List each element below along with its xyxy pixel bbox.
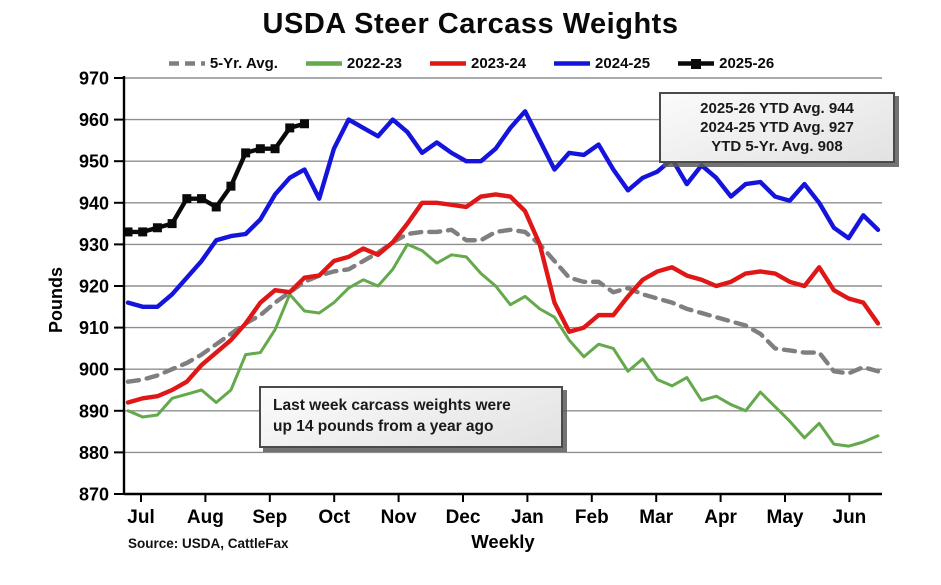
legend-item-2025-26: 2025-26 xyxy=(676,55,774,72)
x-tick-label: Feb xyxy=(575,507,609,528)
legend-item-2024-25: 2024-25 xyxy=(552,55,650,72)
x-tick-label: Apr xyxy=(704,507,737,528)
legend-swatch xyxy=(305,61,342,66)
chart-legend: 5-Yr. Avg. 2022-23 2023-24 2024-25 2025-26 xyxy=(0,55,941,72)
ytd-line-1: 2025-26 YTD Avg. 944 xyxy=(700,100,854,117)
y-tick-label: 900 xyxy=(79,360,109,380)
series-line-2024-25 xyxy=(125,109,881,309)
x-tick-label: Mar xyxy=(639,507,673,528)
series-line-2023-24 xyxy=(125,192,881,405)
series-marker-2025-26 xyxy=(182,194,192,204)
legend-item-5-yr-avg-: 5-Yr. Avg. xyxy=(167,55,278,72)
series-marker-2025-26 xyxy=(138,227,148,237)
series-marker-2025-26 xyxy=(211,202,221,212)
legend-label: 2024-25 xyxy=(595,55,651,72)
series-line-2022-23 xyxy=(126,242,880,448)
series-marker-2025-26 xyxy=(226,181,236,191)
ytd-averages-callout: 2025-26 YTD Avg. 944 2024-25 YTD Avg. 92… xyxy=(659,92,895,164)
series-marker-2025-26 xyxy=(241,148,251,158)
y-tick-label: 930 xyxy=(79,235,109,255)
legend-swatch xyxy=(678,59,715,69)
y-tick-label: 970 xyxy=(79,69,109,89)
x-tick-label: Jun xyxy=(833,507,867,528)
x-tick-label: Jan xyxy=(511,507,544,528)
y-tick-label: 910 xyxy=(79,318,109,338)
x-tick-label: Sep xyxy=(252,507,287,528)
series-marker-2025-26 xyxy=(123,227,133,237)
legend-item-2022-23: 2022-23 xyxy=(304,55,402,72)
y-tick-label: 880 xyxy=(79,443,109,463)
series-marker-2025-26 xyxy=(255,144,265,154)
series-marker-2025-26 xyxy=(299,119,309,129)
last-week-note-callout: Last week carcass weights were up 14 pou… xyxy=(259,386,563,448)
legend-label: 2022-23 xyxy=(346,55,402,72)
legend-swatch xyxy=(168,61,205,66)
legend-swatch-marker xyxy=(691,59,702,69)
y-tick-label: 940 xyxy=(79,193,109,213)
x-axis-title: Weekly xyxy=(471,531,535,552)
x-tick-label: Dec xyxy=(446,507,481,528)
y-tick-label: 960 xyxy=(79,110,109,130)
y-tick-label: 950 xyxy=(79,152,109,172)
legend-label: 2025-26 xyxy=(719,55,775,72)
series-marker-2025-26 xyxy=(152,223,162,233)
series-marker-2025-26 xyxy=(167,219,177,229)
note-line-2: up 14 pounds from a year ago xyxy=(273,417,494,435)
x-tick-label: Oct xyxy=(318,507,350,528)
ytd-line-2: 2024-25 YTD Avg. 927 xyxy=(700,119,854,137)
chart-title: USDA Steer Carcass Weights xyxy=(262,8,679,40)
y-tick-label: 920 xyxy=(79,277,109,297)
series-marker-2025-26 xyxy=(270,144,280,154)
y-tick-label: 890 xyxy=(79,401,109,421)
source-note: Source: USDA, CattleFax xyxy=(128,536,289,551)
y-tick-label: 870 xyxy=(79,485,109,505)
series-marker-2025-26 xyxy=(197,194,207,204)
x-tick-label: May xyxy=(767,507,804,528)
y-axis-title: Pounds xyxy=(46,267,66,333)
legend-swatch xyxy=(554,61,591,66)
legend-item-2023-24: 2023-24 xyxy=(428,55,526,72)
note-line-1: Last week carcass weights were xyxy=(273,397,511,414)
series-marker-2025-26 xyxy=(285,123,295,133)
ytd-line-3: YTD 5-Yr. Avg. 908 xyxy=(711,138,843,156)
legend-label: 2023-24 xyxy=(470,55,527,72)
series-line-5-yr-avg- xyxy=(125,227,881,384)
x-tick-label: Jul xyxy=(127,507,154,528)
legend-label: 5-Yr. Avg. xyxy=(209,55,278,72)
x-tick-label: Nov xyxy=(381,507,417,528)
series-line-2025-26 xyxy=(125,121,307,235)
x-tick-label: Aug xyxy=(187,507,224,528)
legend-swatch xyxy=(429,61,466,66)
